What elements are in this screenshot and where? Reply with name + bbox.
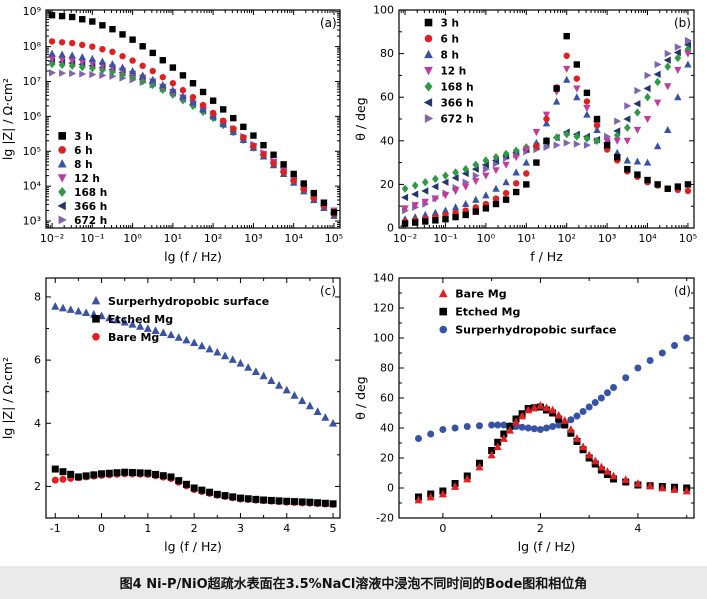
svg-text:60: 60 — [380, 392, 394, 405]
svg-text:4: 4 — [634, 522, 641, 535]
svg-text:10⁵: 10⁵ — [325, 232, 343, 245]
panel-b: 10⁻² 10⁻¹ 10⁰ 10¹ 10² 10³ 10⁴ 10⁵ 0 20 40 60 80 100 f … — [353, 0, 707, 268]
panel-c: -1 0 1 2 3 4 5 2 4 6 8 lg (f / Hz) lg |Z| / Ω·cm² (c)… — [0, 268, 353, 558]
svg-text:(a): (a) — [320, 16, 337, 30]
panel-d: 0 2 4 -20 0 20 40 60 80 100 120 140 lg (f / Hz) θ / d… — [353, 268, 707, 558]
chart-a-impedance-immersion: 10⁻² 10⁻¹ 10⁰ 10¹ 10² 10³ 10⁴ 10⁵ 10³ 10⁴ 10⁵ 10⁶ 10… — [0, 5, 343, 264]
svg-text:3 h: 3 h — [74, 131, 92, 143]
svg-text:6 h: 6 h — [441, 34, 459, 46]
svg-text:0: 0 — [98, 522, 105, 535]
svg-text:20: 20 — [380, 178, 394, 191]
svg-text:1: 1 — [144, 522, 151, 535]
svg-text:8 h: 8 h — [74, 159, 92, 171]
svg-text:10⁻²: 10⁻² — [393, 232, 417, 245]
svg-text:10⁷: 10⁷ — [23, 75, 41, 88]
svg-text:(b): (b) — [674, 16, 691, 30]
svg-text:10⁰: 10⁰ — [477, 232, 496, 245]
svg-text:10⁸: 10⁸ — [23, 40, 42, 53]
svg-text:8 h: 8 h — [441, 50, 459, 62]
svg-text:80: 80 — [380, 362, 394, 375]
svg-text:Bare Mg: Bare Mg — [108, 331, 159, 344]
svg-text:0: 0 — [387, 482, 394, 495]
chart-b-phase-immersion: 10⁻² 10⁻¹ 10⁰ 10¹ 10² 10³ 10⁴ 10⁵ 0 20 40 60 80 100 f … — [353, 4, 697, 265]
svg-text:4: 4 — [283, 522, 290, 535]
svg-text:6: 6 — [34, 354, 41, 367]
svg-text:10⁴: 10⁴ — [23, 180, 42, 193]
svg-text:40: 40 — [380, 422, 394, 435]
svg-text:4: 4 — [34, 417, 41, 430]
svg-text:lg (f / Hz): lg (f / Hz) — [164, 539, 222, 554]
chart-d-phase-surfaces: 0 2 4 -20 0 20 40 60 80 100 120 140 lg (f / Hz) θ / d… — [353, 272, 695, 554]
chart-c-impedance-surfaces: -1 0 1 2 3 4 5 2 4 6 8 lg (f / Hz) lg |Z| / Ω·cm² (c)… — [0, 277, 341, 554]
svg-text:θ / deg: θ / deg — [353, 376, 368, 419]
svg-text:12 h: 12 h — [74, 173, 100, 185]
caption-area: 图4 Ni-P/NiO超疏水表面在3.5%NaCl溶液中浸泡不同时间的Bode图… — [0, 558, 707, 599]
svg-text:lg |Z| / Ω·cm²: lg |Z| / Ω·cm² — [0, 357, 15, 439]
svg-text:10⁻¹: 10⁻¹ — [433, 232, 457, 245]
svg-text:366 h: 366 h — [74, 201, 107, 213]
svg-text:8: 8 — [34, 290, 41, 303]
svg-text:10²: 10² — [204, 232, 222, 245]
svg-text:2: 2 — [191, 522, 198, 535]
svg-text:0: 0 — [439, 522, 446, 535]
svg-text:168 h: 168 h — [441, 82, 474, 94]
svg-text:6 h: 6 h — [74, 145, 92, 157]
svg-text:Etched Mg: Etched Mg — [108, 313, 173, 326]
svg-text:20: 20 — [380, 452, 394, 465]
svg-text:120: 120 — [373, 302, 394, 315]
svg-text:10⁵: 10⁵ — [23, 145, 41, 158]
svg-text:10¹: 10¹ — [517, 232, 535, 245]
svg-text:-20: -20 — [376, 512, 394, 525]
svg-text:10⁻¹: 10⁻¹ — [80, 232, 104, 245]
svg-text:0: 0 — [387, 222, 394, 235]
panel-a: 10⁻² 10⁻¹ 10⁰ 10¹ 10² 10³ 10⁴ 10⁵ 10³ 10⁴ 10⁵ 10⁶ 10… — [0, 0, 353, 268]
svg-text:80: 80 — [380, 47, 394, 60]
figure-caption-text: 图4 Ni-P/NiO超疏水表面在3.5%NaCl溶液中浸泡不同时间的Bode图… — [119, 577, 588, 592]
svg-text:2: 2 — [34, 480, 41, 493]
svg-text:10³: 10³ — [598, 232, 616, 245]
svg-text:672 h: 672 h — [74, 215, 107, 227]
svg-text:10³: 10³ — [23, 215, 41, 228]
svg-text:10⁻²: 10⁻² — [40, 232, 64, 245]
svg-text:10²: 10² — [557, 232, 575, 245]
svg-text:40: 40 — [380, 134, 394, 147]
svg-text:60: 60 — [380, 91, 394, 104]
svg-text:10⁵: 10⁵ — [679, 232, 697, 245]
svg-text:5: 5 — [330, 522, 337, 535]
svg-text:366 h: 366 h — [441, 98, 474, 110]
svg-text:Surperhydropobic surface: Surperhydropobic surface — [108, 295, 269, 308]
svg-text:lg |Z| / Ω·cm²: lg |Z| / Ω·cm² — [0, 78, 15, 160]
svg-text:168 h: 168 h — [74, 187, 107, 199]
svg-text:Etched Mg: Etched Mg — [455, 306, 520, 319]
svg-text:10⁴: 10⁴ — [638, 232, 657, 245]
svg-text:672 h: 672 h — [441, 114, 474, 126]
svg-text:10⁴: 10⁴ — [284, 232, 303, 245]
svg-text:2: 2 — [537, 522, 544, 535]
svg-text:-1: -1 — [50, 522, 61, 535]
svg-text:(d): (d) — [674, 284, 691, 298]
svg-text:12 h: 12 h — [441, 66, 467, 78]
svg-text:10¹: 10¹ — [164, 232, 182, 245]
svg-text:10⁶: 10⁶ — [23, 110, 42, 123]
svg-text:f / Hz: f / Hz — [530, 249, 563, 264]
svg-text:100: 100 — [373, 332, 394, 345]
svg-text:Bare Mg: Bare Mg — [455, 288, 506, 301]
svg-text:(c): (c) — [320, 284, 336, 298]
svg-text:3: 3 — [237, 522, 244, 535]
panels-grid: 10⁻² 10⁻¹ 10⁰ 10¹ 10² 10³ 10⁴ 10⁵ 10³ 10⁴ 10⁵ 10⁶ 10… — [0, 0, 707, 558]
svg-text:lg (f / Hz): lg (f / Hz) — [518, 539, 576, 554]
figure-caption-bar: 图4 Ni-P/NiO超疏水表面在3.5%NaCl溶液中浸泡不同时间的Bode图… — [0, 566, 707, 599]
svg-text:3 h: 3 h — [441, 18, 459, 30]
svg-text:10³: 10³ — [244, 232, 262, 245]
svg-text:10⁹: 10⁹ — [23, 5, 41, 18]
svg-text:140: 140 — [373, 272, 394, 285]
svg-text:100: 100 — [373, 4, 394, 17]
svg-text:lg (f / Hz): lg (f / Hz) — [164, 249, 222, 264]
svg-text:Surperhydropobic surface: Surperhydropobic surface — [455, 324, 616, 337]
svg-text:10⁰: 10⁰ — [123, 232, 142, 245]
svg-text:θ / deg: θ / deg — [353, 97, 368, 140]
